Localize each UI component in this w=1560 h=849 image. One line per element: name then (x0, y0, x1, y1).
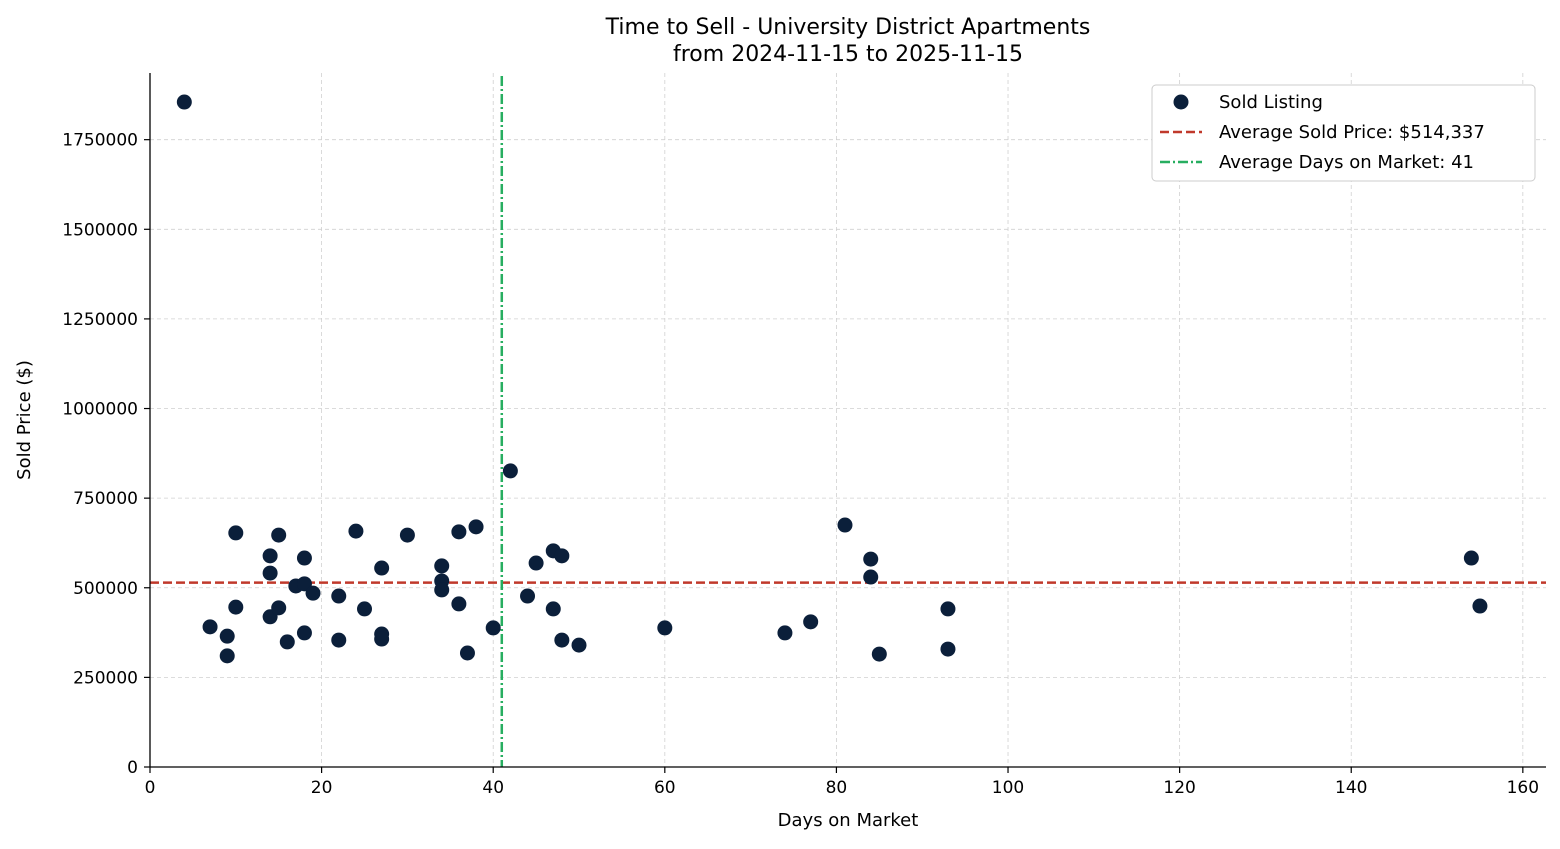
data-point (296, 550, 312, 566)
data-point (468, 519, 484, 535)
y-tick-label: 1250000 (62, 310, 138, 330)
data-points (176, 94, 1488, 664)
legend-label-avg-price: Average Sold Price: $514,337 (1219, 122, 1485, 143)
x-tick-label: 0 (145, 778, 156, 798)
y-tick-label: 750000 (73, 489, 138, 509)
x-tick-label: 20 (311, 778, 333, 798)
data-point (434, 582, 450, 598)
data-point (554, 632, 570, 648)
data-point (554, 548, 570, 564)
y-tick-label: 500000 (73, 579, 138, 599)
legend: Sold Listing Average Sold Price: $514,33… (1151, 84, 1536, 182)
data-point (940, 641, 956, 657)
data-point (374, 560, 390, 576)
y-axis-label: Sold Price ($) (14, 360, 35, 480)
chart-subtitle: from 2024-11-15 to 2025-11-15 (673, 42, 1023, 67)
data-point (296, 625, 312, 641)
x-tick-label: 140 (1335, 778, 1367, 798)
axes: 0 20 40 60 80 100 120 140 160 0 250000 500000 750000… (62, 73, 1546, 798)
legend-marker-sold-listing (1173, 94, 1189, 110)
x-tick-label: 120 (1163, 778, 1195, 798)
data-point (545, 601, 561, 617)
data-point (202, 619, 218, 635)
data-point (271, 527, 287, 543)
data-point (863, 569, 879, 585)
x-tick-label: 160 (1507, 778, 1539, 798)
data-point (1472, 598, 1488, 614)
y-tick-label: 0 (127, 758, 138, 778)
data-point (1463, 550, 1479, 566)
data-point (777, 625, 793, 641)
legend-label-sold-listing: Sold Listing (1219, 92, 1323, 113)
data-point (871, 646, 887, 662)
data-point (863, 551, 879, 567)
legend-label-avg-days: Average Days on Market: 41 (1219, 152, 1474, 173)
data-point (837, 517, 853, 533)
x-tick-label: 40 (482, 778, 504, 798)
data-point (502, 463, 518, 479)
data-point (228, 525, 244, 541)
data-point (459, 645, 475, 661)
x-tick-label: 60 (654, 778, 676, 798)
data-point (262, 548, 278, 564)
data-point (279, 634, 295, 650)
data-point (485, 620, 501, 636)
data-point (434, 558, 450, 574)
y-tick-label: 250000 (73, 668, 138, 688)
y-tick-label: 1000000 (62, 400, 138, 420)
reference-lines (150, 76, 1546, 767)
data-point (374, 631, 390, 647)
data-point (176, 94, 192, 110)
data-point (357, 601, 373, 617)
data-point (528, 555, 544, 571)
data-point (271, 600, 287, 616)
data-point (657, 620, 673, 636)
data-point (305, 585, 321, 601)
y-tick-label: 1500000 (62, 220, 138, 240)
data-point (399, 527, 415, 543)
data-point (262, 565, 278, 581)
x-tick-label: 80 (826, 778, 848, 798)
data-point (940, 601, 956, 617)
x-axis-label: Days on Market (778, 810, 919, 831)
data-point (331, 632, 347, 648)
data-point (219, 628, 235, 644)
data-point (451, 524, 467, 540)
data-point (520, 588, 536, 604)
data-point (331, 588, 347, 604)
legend-box (1151, 84, 1536, 182)
y-tick-label: 1750000 (62, 131, 138, 151)
x-tick-label: 100 (992, 778, 1024, 798)
data-point (451, 596, 467, 612)
chart-title: Time to Sell - University District Apart… (605, 15, 1091, 40)
data-point (803, 614, 819, 630)
data-point (571, 637, 587, 653)
data-point (219, 648, 235, 664)
data-point (348, 523, 364, 539)
data-point (228, 599, 244, 615)
